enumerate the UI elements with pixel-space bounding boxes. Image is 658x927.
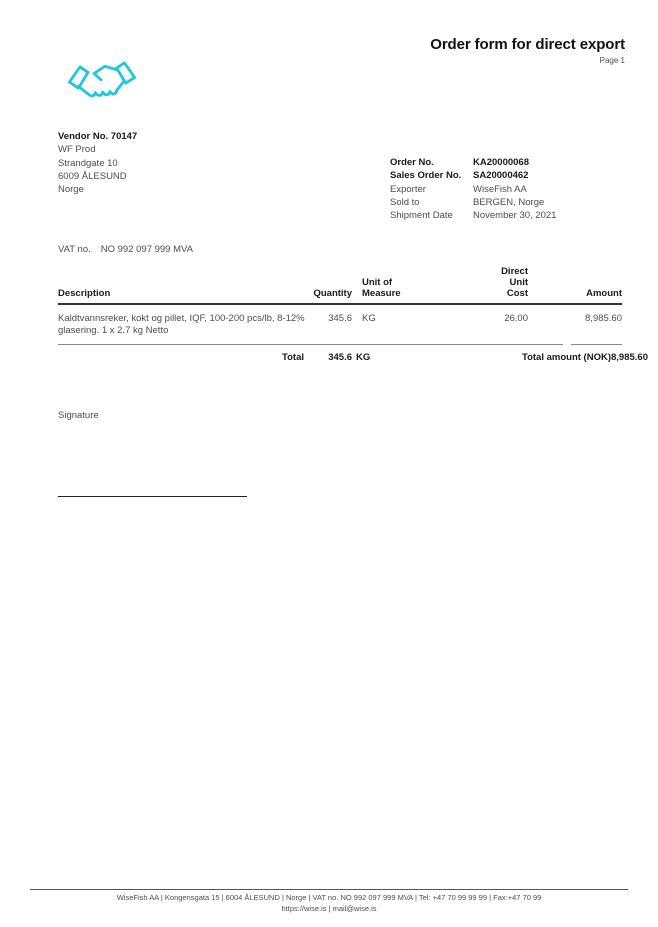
row-quantity: 345.6 bbox=[328, 313, 352, 324]
row-amount: 8,985.60 bbox=[585, 313, 622, 324]
col-header-unit-of-measure: Unit of Measure bbox=[362, 277, 401, 299]
vendor-city: 6009 ÅLESUND bbox=[58, 170, 127, 182]
col-header-description: Description bbox=[58, 288, 111, 299]
vendor-name: WF Prod bbox=[58, 144, 96, 156]
table-row: Kaldtvannsreker, kokt og pillet, IQF, 10… bbox=[58, 305, 622, 344]
sales-order-no-label: Sales Order No. bbox=[390, 170, 462, 182]
sold-to-value: BERGEN, Norge bbox=[473, 196, 545, 208]
order-info-block: Order No. KA20000068 Sales Order No. SA2… bbox=[390, 156, 556, 222]
exporter-value: WiseFish AA bbox=[473, 183, 527, 195]
col-header-quantity: Quantity bbox=[313, 288, 352, 299]
vendor-address-block: Vendor No. 70147 WF Prod Strandgate 10 6… bbox=[58, 130, 137, 196]
row-description: Kaldtvannsreker, kokt og pillet, IQF, 10… bbox=[58, 313, 305, 336]
exporter-label: Exporter bbox=[390, 183, 426, 195]
row-unit-of-measure: KG bbox=[362, 313, 376, 324]
vat-line: VAT no. NO 992 097 999 MVA bbox=[58, 244, 193, 255]
col-header-amount: Amount bbox=[586, 288, 622, 299]
shipment-date-value: November 30, 2021 bbox=[473, 210, 557, 222]
total-amount-value: 8,985.60 bbox=[611, 352, 648, 363]
total-label: Total bbox=[282, 352, 304, 363]
total-amount-label: Total amount (NOK) bbox=[521, 352, 611, 363]
footer: WiseFish AA | Kongensgata 15 | 6004 ÅLES… bbox=[0, 892, 658, 914]
sold-to-label: Sold to bbox=[390, 196, 420, 208]
title-block: Order form for direct export Page 1 bbox=[430, 36, 625, 65]
vat-label: VAT no. bbox=[58, 244, 91, 255]
handshake-logo-icon bbox=[64, 55, 140, 109]
signature-line bbox=[58, 496, 247, 497]
sales-order-no-value: SA20000462 bbox=[473, 170, 529, 182]
page-title: Order form for direct export bbox=[430, 36, 625, 53]
footer-contact-line: https://wise.is | mail@wise.is bbox=[281, 904, 377, 913]
vendor-address: Strandgate 10 bbox=[58, 157, 118, 169]
total-quantity: 345.6 bbox=[328, 352, 352, 363]
signature-label: Signature bbox=[58, 410, 99, 421]
order-no-label: Order No. bbox=[390, 157, 434, 168]
table-totals-row: Total 345.6 KG Total amount (NOK) 8,985.… bbox=[58, 345, 648, 363]
shipment-date-label: Shipment Date bbox=[390, 210, 453, 222]
footer-divider bbox=[30, 889, 628, 890]
footer-company-line: WiseFish AA | Kongensgata 15 | 6004 ÅLES… bbox=[116, 893, 542, 902]
page-number: Page 1 bbox=[599, 56, 625, 65]
vendor-country: Norge bbox=[58, 184, 84, 196]
vendor-number: Vendor No. 70147 bbox=[58, 131, 138, 142]
table-row-divider bbox=[58, 344, 622, 345]
order-lines-table: Description Quantity Unit of Measure Dir… bbox=[58, 266, 648, 363]
table-header-row: Description Quantity Unit of Measure Dir… bbox=[58, 266, 622, 305]
col-header-direct-unit-cost: Direct Unit Cost bbox=[501, 266, 528, 299]
total-unit-of-measure: KG bbox=[356, 352, 371, 363]
vat-value: NO 992 097 999 MVA bbox=[100, 244, 193, 255]
row-direct-unit-cost: 26.00 bbox=[504, 313, 528, 324]
order-no-value: KA20000068 bbox=[473, 157, 529, 168]
